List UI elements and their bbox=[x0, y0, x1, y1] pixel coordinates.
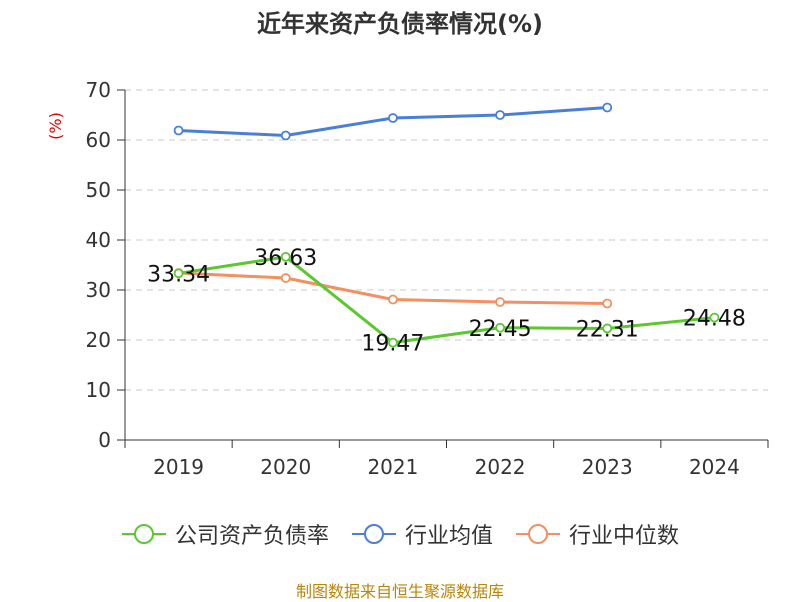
data-label: 22.45 bbox=[469, 317, 532, 342]
data-point bbox=[602, 102, 613, 113]
legend-swatch bbox=[516, 524, 560, 544]
data-point bbox=[602, 323, 613, 334]
legend-swatch bbox=[351, 524, 396, 544]
data-point bbox=[495, 322, 505, 333]
y-tick-label: 50 bbox=[86, 178, 111, 202]
legend-item: 公司资产负债率 bbox=[121, 518, 329, 550]
data-labels: 33.34 36.63 19.47 22.45 22.31 24.48 bbox=[147, 246, 746, 357]
legend-swatch-marker bbox=[363, 524, 384, 544]
data-point bbox=[388, 337, 398, 348]
data-point bbox=[388, 294, 398, 305]
y-tick-label: 30 bbox=[86, 278, 111, 302]
y-tick-label: 10 bbox=[86, 378, 111, 402]
data-point bbox=[495, 297, 505, 307]
x-tick-label: 2022 bbox=[475, 455, 526, 479]
source-note: 制图数据来自恒生聚源数据库 bbox=[295, 582, 504, 601]
data-point bbox=[602, 298, 613, 309]
data-point bbox=[388, 113, 398, 123]
data-point bbox=[173, 125, 184, 136]
legend-item: 行业中位数 bbox=[515, 518, 679, 550]
chart-title: 近年来资产负债率情况(%) bbox=[257, 10, 543, 38]
legend-swatch-marker bbox=[528, 524, 548, 544]
data-point bbox=[173, 268, 184, 279]
y-tick-label: 0 bbox=[98, 428, 111, 452]
y-axis-label: (%) bbox=[46, 112, 65, 140]
data-point bbox=[709, 312, 720, 323]
y-tick-label: 40 bbox=[86, 228, 111, 252]
y-tick-label: 60 bbox=[86, 128, 111, 152]
data-label: 22.31 bbox=[576, 317, 639, 342]
data-label: 36.63 bbox=[254, 246, 317, 271]
x-tick-label: 2020 bbox=[260, 455, 311, 479]
legend-swatch bbox=[121, 524, 166, 544]
x-tick-label: 2019 bbox=[153, 455, 204, 479]
series-line-0 bbox=[178, 255, 715, 345]
x-tick-label: 2021 bbox=[367, 455, 418, 479]
data-label: 33.34 bbox=[147, 262, 210, 287]
axes: 0 10 20 30 40 50 60 70 (%) 2019 2020 2021 2022 2023 20… bbox=[46, 78, 769, 479]
y-tick-label: 70 bbox=[86, 78, 111, 102]
legend-label: 行业中位数 bbox=[569, 524, 680, 549]
series-lines bbox=[173, 102, 720, 348]
x-tick-label: 2024 bbox=[689, 455, 740, 479]
legend-swatch-marker bbox=[133, 524, 154, 544]
legend-item: 行业均值 bbox=[351, 518, 493, 550]
grid-lines bbox=[125, 89, 768, 391]
legend-label: 公司资产负债率 bbox=[174, 524, 329, 549]
data-label: 24.48 bbox=[683, 307, 746, 332]
x-tick-label: 2023 bbox=[582, 455, 633, 479]
data-point bbox=[280, 130, 291, 141]
data-label: 19.47 bbox=[361, 332, 424, 357]
data-point bbox=[280, 273, 291, 283]
legend-label: 行业均值 bbox=[404, 524, 493, 549]
data-point bbox=[280, 251, 291, 262]
y-tick-label: 20 bbox=[86, 328, 111, 352]
data-point bbox=[495, 110, 505, 120]
legend: 公司资产负债率 行业均值 行业中位数 bbox=[0, 518, 800, 550]
